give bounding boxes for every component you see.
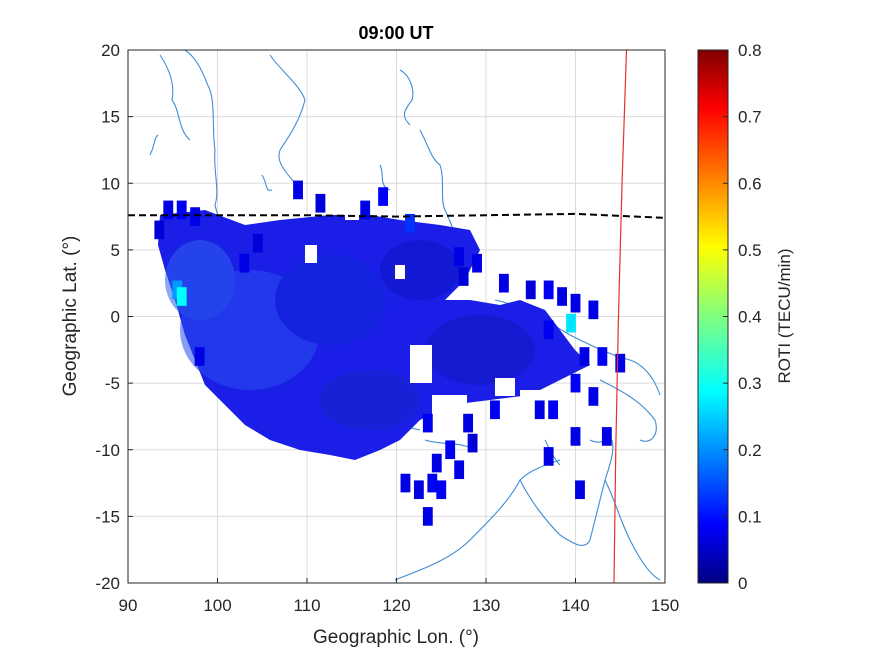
magnetic-equator-line	[128, 212, 665, 219]
roti-cell	[163, 200, 174, 220]
chart-title: 09:00 UT	[358, 23, 433, 43]
roti-cell	[405, 213, 415, 233]
x-tick-label: 150	[651, 596, 679, 615]
roti-cell	[472, 253, 482, 273]
roti-cell	[194, 347, 205, 366]
roti-cell	[615, 353, 626, 373]
roti-cell	[490, 400, 500, 420]
colorbar-tick-label: 0.4	[738, 308, 762, 327]
x-tick-label: 90	[119, 596, 138, 615]
colorbar-tick-label: 0.8	[738, 41, 762, 60]
x-tick-label: 110	[293, 596, 320, 615]
colorbar-tick-label: 0.3	[738, 374, 762, 393]
roti-cell	[588, 387, 599, 406]
roti-cell	[498, 273, 509, 293]
roti-cell	[543, 447, 554, 466]
roti-cell	[566, 313, 576, 333]
colorbar-label: ROTI (TECU/min)	[775, 248, 794, 383]
roti-cell	[315, 193, 326, 213]
colorbar-tick-label: 0.5	[738, 241, 762, 260]
roti-cell	[597, 347, 608, 366]
roti-cell	[422, 507, 433, 526]
y-tick-label: -5	[105, 374, 120, 393]
roti-cell	[525, 280, 536, 300]
roti-cell	[378, 187, 388, 206]
colorbar-tick-label: 0.7	[738, 108, 762, 127]
roti-cell	[176, 200, 187, 220]
y-tick-label: 15	[101, 108, 120, 127]
roti-cell	[548, 400, 559, 420]
roti-cell	[176, 287, 187, 306]
roti-cells	[154, 180, 626, 526]
colorbar-ticks: 0 0.1 0.2 0.3 0.4 0.5 0.6 0.7 0.8	[723, 41, 762, 593]
roti-cell	[601, 427, 612, 446]
roti-cell	[360, 200, 371, 220]
roti-cell	[458, 267, 469, 286]
roti-cell	[534, 400, 545, 420]
y-tick-label: -10	[95, 441, 120, 460]
y-axis-label: Geographic Lat. (°)	[60, 236, 81, 397]
roti-cell	[588, 300, 599, 320]
roti-cell	[543, 280, 554, 300]
roti-cell	[436, 480, 447, 500]
roti-cell	[575, 480, 585, 500]
colorbar-tick-label: 0.6	[738, 174, 762, 193]
x-tick-label: 120	[382, 596, 410, 615]
roti-cell	[293, 180, 303, 200]
y-tick-label: 10	[101, 174, 120, 193]
y-axis-ticks: -20 -15 -10 -5 0 5 10 15 20	[95, 41, 133, 593]
meridian-line	[613, 50, 628, 583]
colorbar-tick-label: 0.1	[738, 507, 762, 526]
roti-cell	[557, 287, 567, 306]
x-tick-label: 140	[561, 596, 589, 615]
roti-cell	[252, 233, 263, 253]
roti-cell	[454, 247, 465, 266]
roti-cell	[543, 320, 554, 340]
colorbar-tick-label: 0.2	[738, 441, 762, 460]
y-tick-label: -20	[95, 574, 120, 593]
roti-cell	[467, 433, 478, 453]
roti-cell	[154, 220, 165, 240]
roti-cell	[579, 347, 590, 366]
roti-cell	[413, 480, 424, 500]
x-tick-label: 100	[203, 596, 231, 615]
roti-cell	[445, 440, 456, 460]
x-axis-ticks: 90 100 110 120 130 140 150	[119, 578, 679, 615]
roti-cell	[570, 293, 581, 313]
y-tick-label: 5	[111, 241, 120, 260]
roti-cell	[570, 427, 581, 446]
y-tick-label: -15	[95, 507, 120, 526]
roti-cell	[239, 253, 250, 273]
roti-cell	[427, 473, 438, 493]
roti-cell	[190, 207, 201, 226]
roti-cell	[463, 413, 474, 433]
colorbar-tick-label: 0	[738, 574, 747, 593]
roti-cell	[570, 373, 581, 393]
x-tick-label: 130	[472, 596, 500, 615]
roti-cell	[422, 413, 433, 433]
roti-cell	[400, 473, 411, 493]
roti-cell	[431, 453, 442, 473]
roti-dense-shading	[165, 240, 535, 430]
roti-cell	[454, 460, 465, 480]
y-tick-label: 0	[111, 308, 120, 327]
x-axis-label: Geographic Lon. (°)	[313, 627, 479, 648]
y-tick-label: 20	[101, 41, 120, 60]
